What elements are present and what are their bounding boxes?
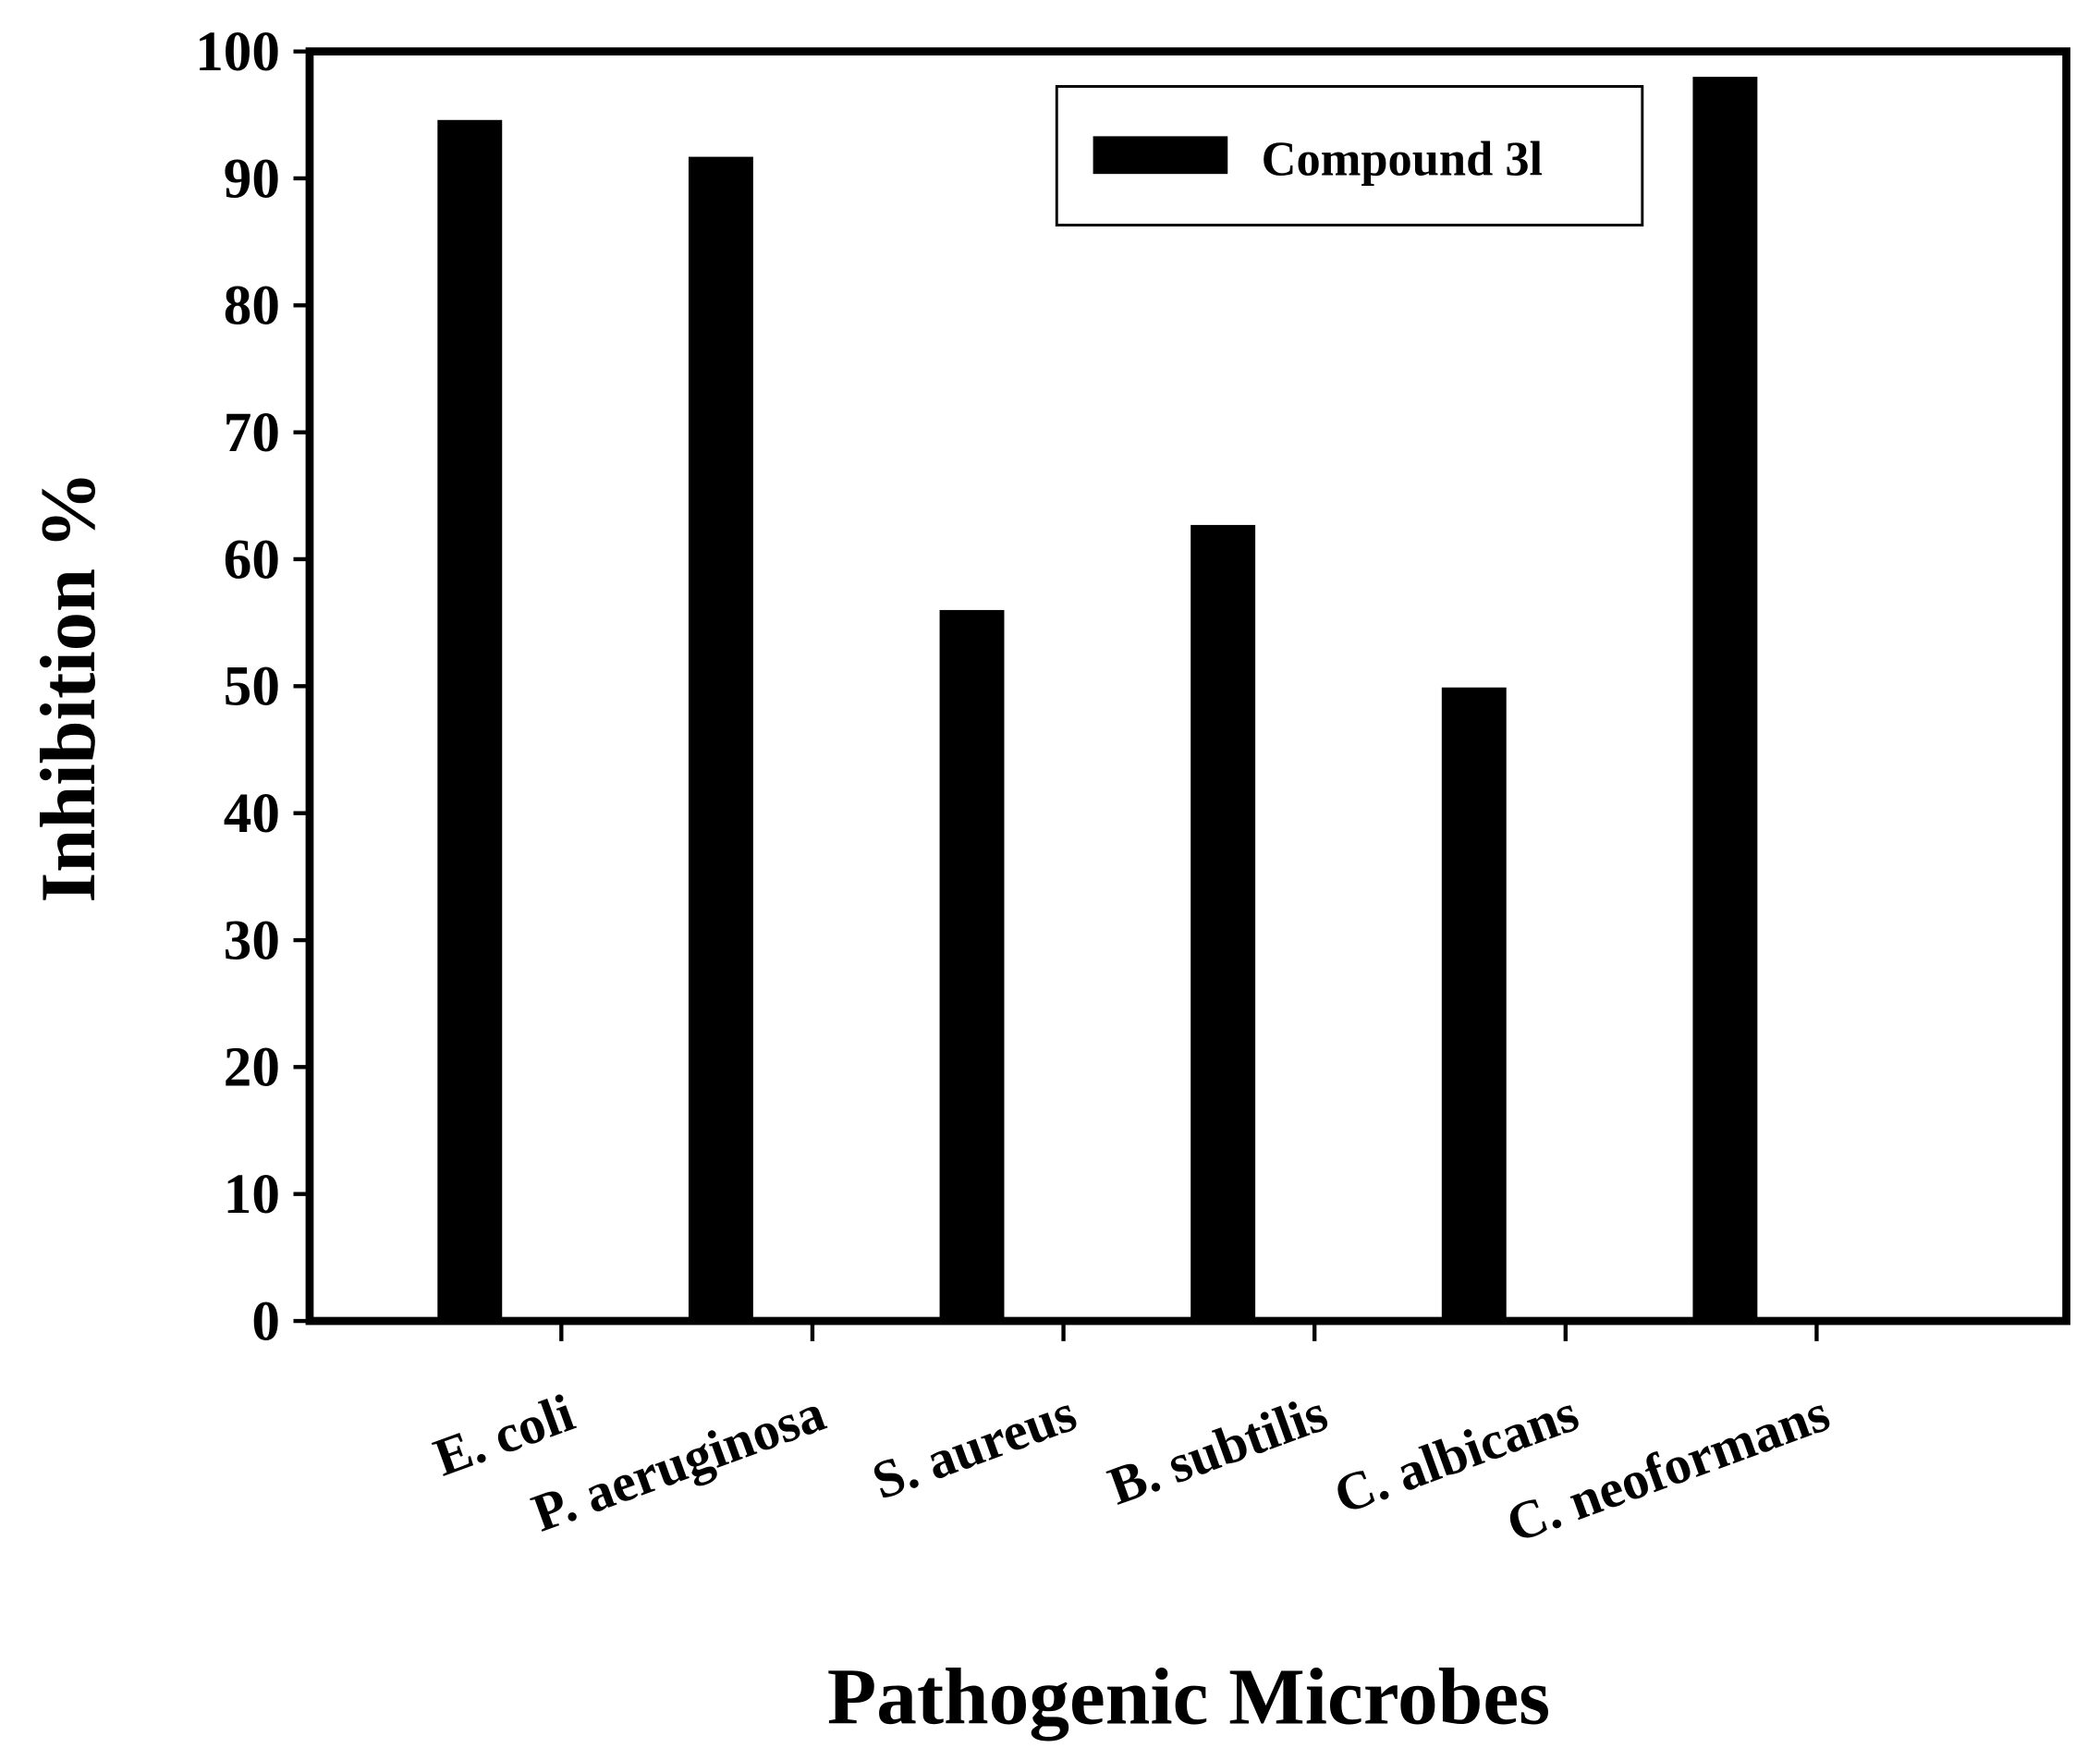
y-tick-label: 80 [224,275,280,337]
x-tick-label: S. aureus [864,1382,1083,1510]
x-tick-label: P. aeruginosa [524,1382,832,1543]
bar-s-aureus [939,609,1005,1322]
x-tick-label: E. coli [426,1382,581,1487]
bar-c-albicans [1441,687,1507,1322]
y-tick-label: 90 [224,147,280,210]
plot-frame [305,47,2070,1326]
bars [437,77,1758,1322]
y-tick-label: 10 [224,1163,280,1226]
bar-e-coli [437,119,503,1322]
y-tick-label: 0 [251,1290,280,1352]
y-tick-label: 40 [224,782,280,845]
y-tick-label: 100 [195,20,280,83]
bar-p-aeruginosa [688,156,753,1322]
y-tick-label: 20 [224,1036,280,1099]
y-tick-label: 70 [224,401,280,464]
x-axis-label: Pathogenic Microbes [827,1651,1550,1741]
legend-label: Compound 3l [1262,133,1543,187]
legend: Compound 3l [1055,85,1644,226]
bar-b-subtilis [1190,524,1256,1322]
x-tick-label: B. subtilis [1101,1382,1335,1516]
y-tick-label: 50 [224,655,280,718]
y-axis: 0 10 20 30 40 50 60 70 80 90 100 [195,20,310,1352]
legend-swatch [1093,136,1228,175]
y-tick-label: 30 [224,909,280,972]
y-axis-label: Inhibition % [26,471,112,902]
bar-c-neoformans [1692,77,1758,1322]
y-tick-label: 60 [224,528,280,591]
